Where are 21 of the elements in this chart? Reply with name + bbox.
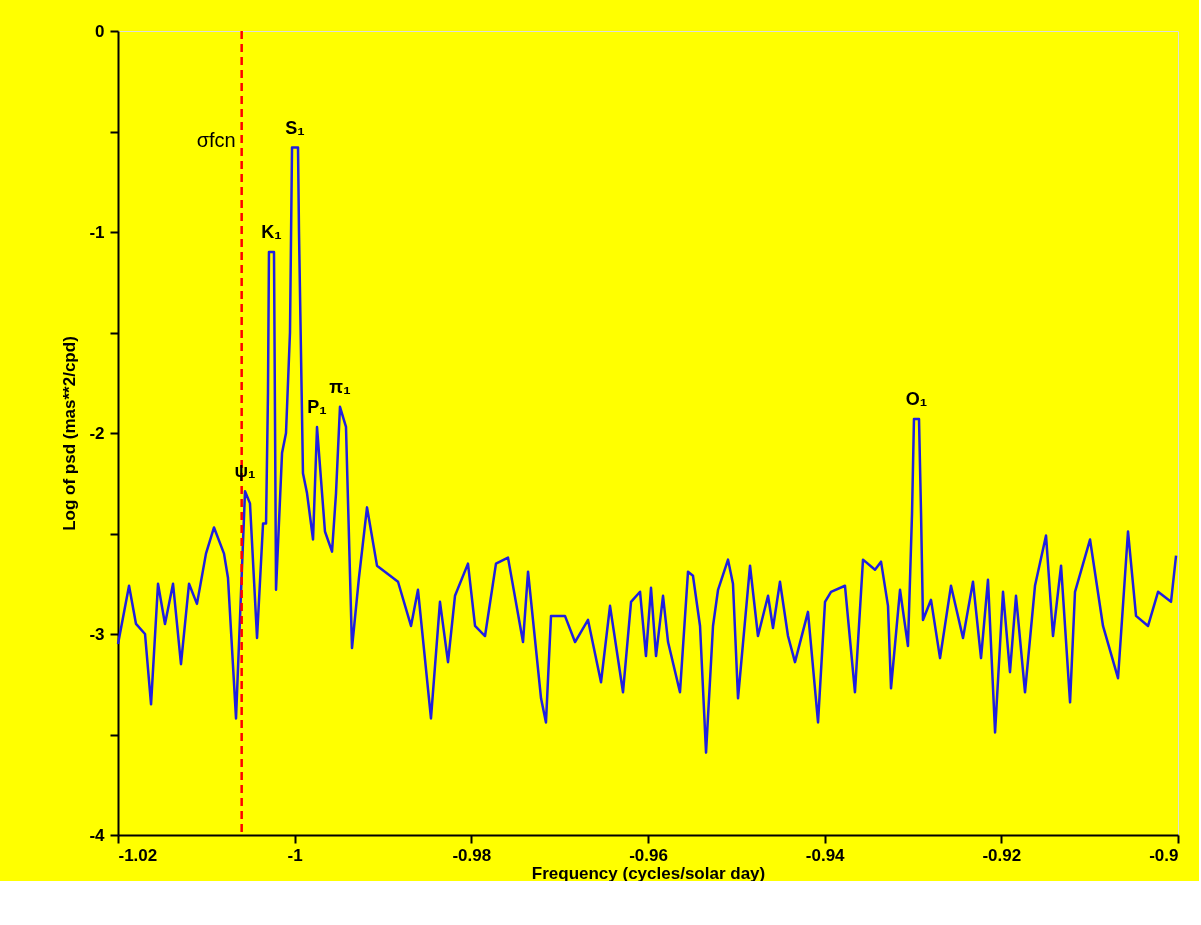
x-tick-label: -0.94 — [805, 845, 846, 865]
line-series — [116, 146, 1178, 754]
x-tick-label: -1.02 — [118, 845, 158, 865]
x-tick-label: -0.98 — [452, 845, 492, 865]
x-tick-label: -1 — [287, 845, 303, 865]
y-tick-label: 0 — [95, 21, 105, 41]
annotation: ψ₁ — [234, 461, 256, 482]
x-tick-label: -0.92 — [982, 845, 1022, 865]
annotation: K₁ — [261, 222, 282, 243]
annotation: O₁ — [905, 388, 928, 409]
y-tick-label: -4 — [89, 825, 106, 845]
y-axis-title: Log of psd (mas**2/cpd) — [60, 336, 80, 531]
x-tick-label: -0.9 — [1149, 845, 1179, 865]
annotation: π₁ — [329, 376, 351, 397]
y-tick-label: -1 — [89, 222, 105, 242]
x-tick-label: -0.96 — [629, 845, 668, 865]
y-tick-label: -3 — [89, 624, 105, 644]
annotation: P₁ — [307, 396, 327, 417]
annotation: S₁ — [285, 117, 305, 138]
y-tick-label: -2 — [89, 423, 105, 443]
ref-line-label: σfcn — [196, 129, 236, 151]
